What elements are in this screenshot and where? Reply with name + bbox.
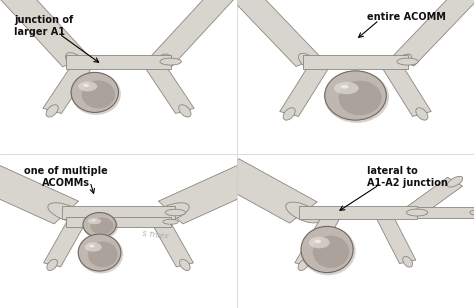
Ellipse shape — [83, 84, 90, 87]
Ellipse shape — [315, 240, 321, 243]
Ellipse shape — [65, 53, 86, 71]
Ellipse shape — [283, 108, 295, 120]
Ellipse shape — [163, 219, 178, 224]
Ellipse shape — [416, 108, 428, 120]
Polygon shape — [376, 214, 416, 264]
Polygon shape — [303, 55, 408, 69]
Ellipse shape — [91, 217, 114, 235]
Text: entire ACOMM: entire ACOMM — [367, 12, 446, 22]
Ellipse shape — [403, 257, 412, 267]
Ellipse shape — [180, 259, 190, 270]
Text: one of multiple
ACOMMs: one of multiple ACOMMs — [25, 166, 108, 188]
Polygon shape — [0, 166, 79, 224]
Polygon shape — [66, 55, 171, 69]
Ellipse shape — [160, 58, 181, 65]
Ellipse shape — [152, 203, 189, 222]
Ellipse shape — [47, 259, 57, 270]
Polygon shape — [392, 0, 474, 66]
Ellipse shape — [88, 218, 101, 224]
Ellipse shape — [83, 213, 118, 239]
Ellipse shape — [406, 209, 428, 216]
Ellipse shape — [165, 209, 185, 216]
Polygon shape — [412, 207, 474, 218]
Polygon shape — [280, 62, 329, 116]
Ellipse shape — [91, 220, 96, 221]
Polygon shape — [0, 0, 89, 67]
Ellipse shape — [309, 237, 329, 248]
Ellipse shape — [298, 259, 309, 270]
Ellipse shape — [299, 53, 318, 70]
Polygon shape — [405, 177, 463, 217]
Polygon shape — [145, 62, 194, 113]
Polygon shape — [158, 166, 261, 224]
Text: S Truex: S Truex — [142, 231, 169, 240]
Ellipse shape — [470, 210, 474, 215]
Ellipse shape — [179, 105, 191, 117]
Polygon shape — [44, 217, 87, 267]
Polygon shape — [66, 217, 171, 227]
Ellipse shape — [153, 54, 170, 69]
Ellipse shape — [78, 81, 97, 91]
Ellipse shape — [78, 235, 123, 274]
Ellipse shape — [447, 176, 463, 187]
Ellipse shape — [301, 226, 353, 273]
Polygon shape — [295, 213, 340, 267]
Ellipse shape — [341, 85, 348, 89]
Ellipse shape — [334, 82, 359, 94]
Ellipse shape — [324, 71, 389, 123]
Ellipse shape — [78, 234, 121, 271]
Polygon shape — [382, 62, 431, 116]
Text: lateral to
A1-A2 junction: lateral to A1-A2 junction — [367, 166, 448, 188]
Polygon shape — [150, 217, 193, 267]
Ellipse shape — [397, 58, 418, 65]
Ellipse shape — [48, 203, 85, 222]
Ellipse shape — [338, 81, 382, 115]
Polygon shape — [62, 206, 175, 219]
Ellipse shape — [286, 202, 321, 223]
Ellipse shape — [83, 213, 116, 237]
Polygon shape — [230, 0, 320, 67]
Ellipse shape — [325, 71, 386, 120]
Ellipse shape — [71, 72, 118, 112]
Ellipse shape — [71, 73, 121, 115]
Polygon shape — [43, 62, 92, 113]
Ellipse shape — [313, 236, 349, 268]
Ellipse shape — [301, 227, 356, 275]
Ellipse shape — [394, 54, 412, 69]
Polygon shape — [299, 206, 417, 219]
Polygon shape — [211, 159, 317, 223]
Ellipse shape — [88, 241, 118, 267]
Ellipse shape — [82, 80, 115, 108]
Polygon shape — [150, 0, 237, 66]
Text: junction of
larger A1: junction of larger A1 — [14, 15, 73, 37]
Ellipse shape — [84, 242, 101, 252]
Ellipse shape — [90, 245, 95, 248]
Ellipse shape — [46, 105, 58, 117]
